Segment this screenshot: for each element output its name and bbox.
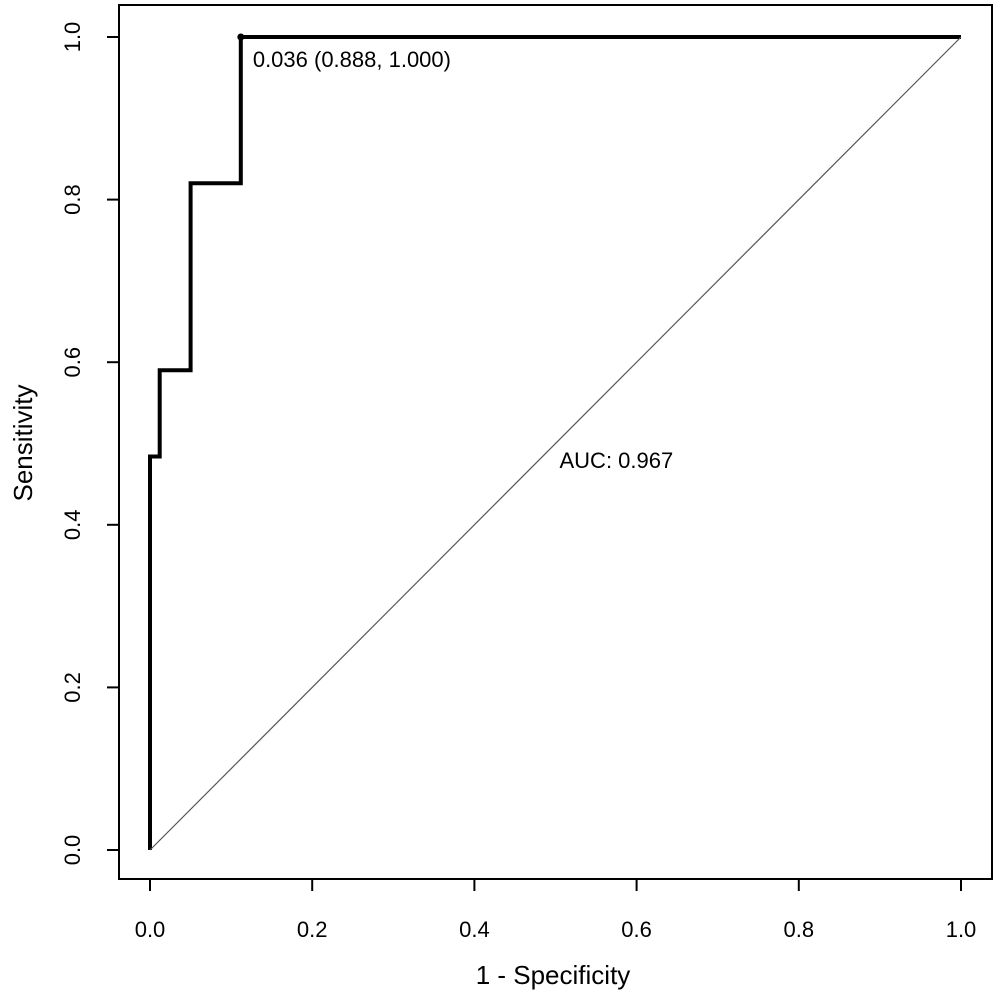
auc-label: AUC: 0.967 xyxy=(560,448,674,473)
reference-diagonal-line xyxy=(149,36,962,851)
y-axis-label: Sensitivity xyxy=(8,384,38,501)
x-tick-label: 0.6 xyxy=(621,917,652,942)
plot-frame xyxy=(118,4,993,880)
y-tick-label: 0.4 xyxy=(60,510,85,541)
x-axis-label: 1 - Specificity xyxy=(476,960,631,990)
x-tick-label: 0.8 xyxy=(784,917,815,942)
x-tick-label: 0.0 xyxy=(135,917,166,942)
y-tick-label: 0.0 xyxy=(60,835,85,866)
x-tick-label: 1.0 xyxy=(946,917,977,942)
roc-curve-line xyxy=(148,35,961,850)
y-tick-label: 0.8 xyxy=(60,184,85,215)
plot-area xyxy=(148,33,962,851)
threshold-label: 0.036 (0.888, 1.000) xyxy=(253,47,451,72)
x-tick-label: 0.2 xyxy=(297,917,328,942)
y-tick-label: 0.2 xyxy=(60,672,85,703)
x-tick-label: 0.4 xyxy=(459,917,490,942)
axes: 0.0 0.2 0.4 0.6 0.8 1.0 0.0 0.2 0.4 0.6 0.8 1.0 xyxy=(60,4,993,942)
y-tick-label: 0.6 xyxy=(60,347,85,378)
threshold-point-marker xyxy=(237,33,245,41)
y-tick-label: 1.0 xyxy=(60,22,85,53)
